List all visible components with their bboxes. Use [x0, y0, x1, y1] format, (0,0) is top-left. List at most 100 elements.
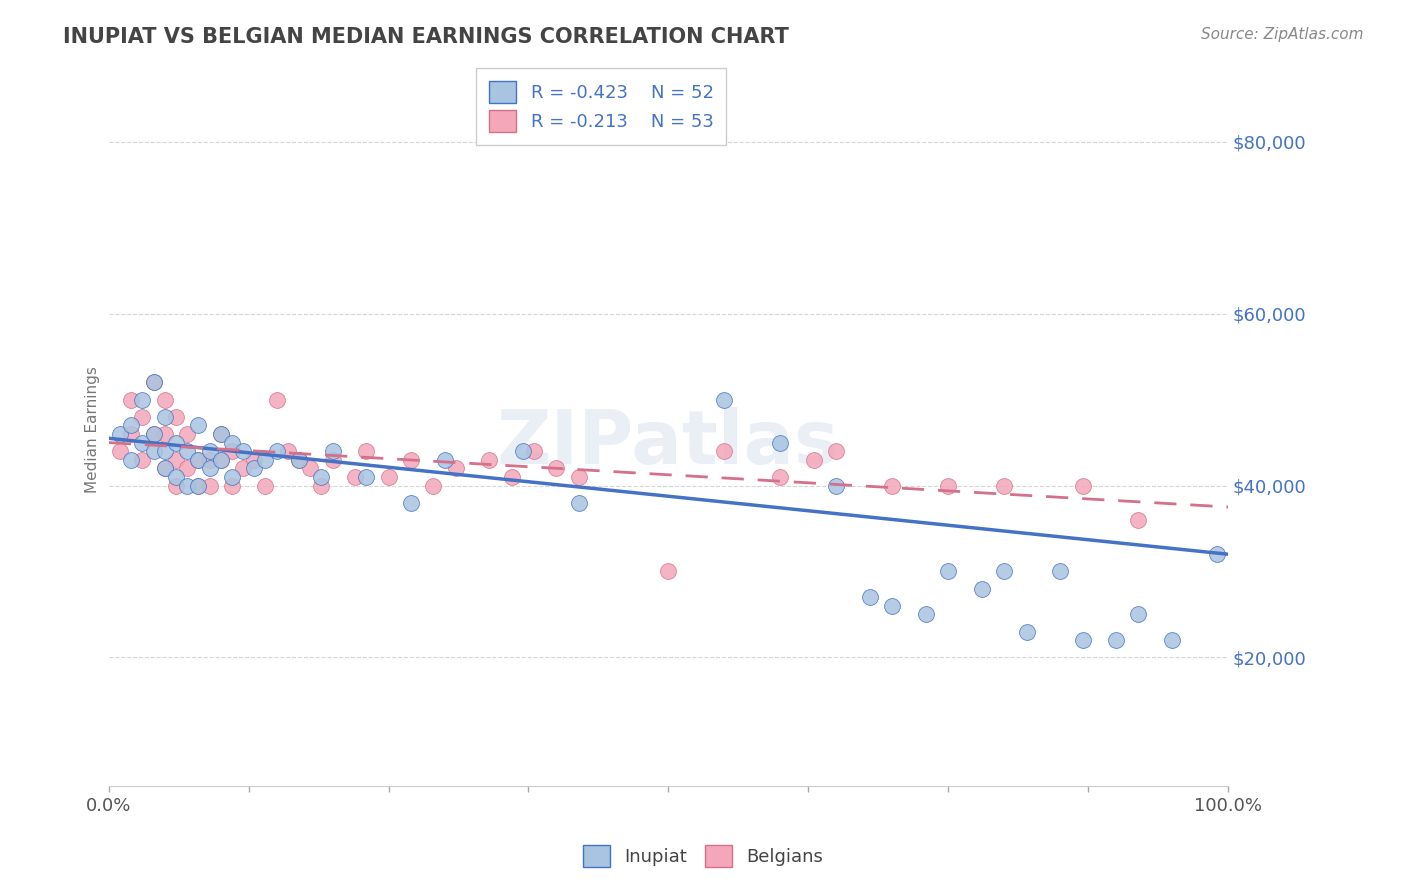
Point: [657, 565, 679, 579]
Point: [176, 478, 198, 492]
Point: [187, 478, 209, 492]
Point: [165, 409, 187, 424]
Point: [825, 478, 848, 492]
Point: [131, 452, 153, 467]
Point: [1128, 607, 1150, 622]
Point: [377, 470, 399, 484]
Point: [209, 452, 232, 467]
Point: [399, 496, 422, 510]
Point: [936, 565, 959, 579]
Point: [546, 461, 568, 475]
Point: [153, 409, 176, 424]
Point: [1071, 633, 1094, 648]
Point: [198, 452, 221, 467]
Point: [993, 478, 1015, 492]
Point: [433, 452, 456, 467]
Point: [311, 478, 333, 492]
Point: [153, 444, 176, 458]
Point: [266, 444, 288, 458]
Point: [209, 427, 232, 442]
Text: Source: ZipAtlas.com: Source: ZipAtlas.com: [1201, 27, 1364, 42]
Point: [1071, 478, 1094, 492]
Point: [209, 452, 232, 467]
Point: [108, 444, 131, 458]
Point: [399, 452, 422, 467]
Point: [501, 470, 523, 484]
Point: [993, 565, 1015, 579]
Point: [142, 427, 165, 442]
Point: [176, 444, 198, 458]
Point: [108, 427, 131, 442]
Point: [266, 392, 288, 407]
Point: [243, 452, 266, 467]
Point: [187, 478, 209, 492]
Point: [354, 470, 377, 484]
Point: [209, 427, 232, 442]
Point: [142, 444, 165, 458]
Point: [165, 470, 187, 484]
Point: [277, 444, 299, 458]
Point: [1161, 633, 1184, 648]
Point: [288, 452, 311, 467]
Point: [859, 590, 882, 604]
Point: [243, 461, 266, 475]
Point: [825, 444, 848, 458]
Point: [1049, 565, 1071, 579]
Point: [512, 444, 534, 458]
Point: [882, 599, 904, 613]
Point: [568, 470, 591, 484]
Point: [803, 452, 825, 467]
Point: [187, 452, 209, 467]
Point: [187, 452, 209, 467]
Legend: R = -0.423    N = 52, R = -0.213    N = 53: R = -0.423 N = 52, R = -0.213 N = 53: [477, 68, 725, 145]
Point: [142, 376, 165, 390]
Point: [153, 461, 176, 475]
Point: [198, 444, 221, 458]
Point: [713, 444, 735, 458]
Point: [232, 461, 254, 475]
Point: [769, 470, 792, 484]
Point: [153, 461, 176, 475]
Point: [254, 478, 277, 492]
Point: [120, 418, 142, 433]
Point: [153, 427, 176, 442]
Point: [354, 444, 377, 458]
Point: [1205, 547, 1227, 561]
Point: [422, 478, 444, 492]
Point: [165, 435, 187, 450]
Point: [322, 452, 344, 467]
Point: [221, 444, 243, 458]
Point: [176, 461, 198, 475]
Legend: Inupiat, Belgians: Inupiat, Belgians: [575, 838, 831, 874]
Point: [1015, 624, 1038, 639]
Point: [311, 470, 333, 484]
Point: [478, 452, 501, 467]
Point: [221, 435, 243, 450]
Text: ZIPatlas: ZIPatlas: [498, 408, 839, 481]
Point: [221, 470, 243, 484]
Point: [131, 409, 153, 424]
Point: [970, 582, 993, 596]
Point: [142, 376, 165, 390]
Point: [568, 496, 591, 510]
Point: [254, 452, 277, 467]
Point: [769, 435, 792, 450]
Point: [914, 607, 936, 622]
Text: INUPIAT VS BELGIAN MEDIAN EARNINGS CORRELATION CHART: INUPIAT VS BELGIAN MEDIAN EARNINGS CORRE…: [63, 27, 789, 46]
Point: [176, 427, 198, 442]
Point: [131, 435, 153, 450]
Point: [120, 427, 142, 442]
Point: [198, 461, 221, 475]
Point: [221, 478, 243, 492]
Point: [165, 478, 187, 492]
Point: [343, 470, 366, 484]
Point: [713, 392, 735, 407]
Point: [936, 478, 959, 492]
Point: [288, 452, 311, 467]
Point: [232, 444, 254, 458]
Point: [187, 418, 209, 433]
Point: [153, 392, 176, 407]
Point: [142, 427, 165, 442]
Point: [120, 392, 142, 407]
Point: [882, 478, 904, 492]
